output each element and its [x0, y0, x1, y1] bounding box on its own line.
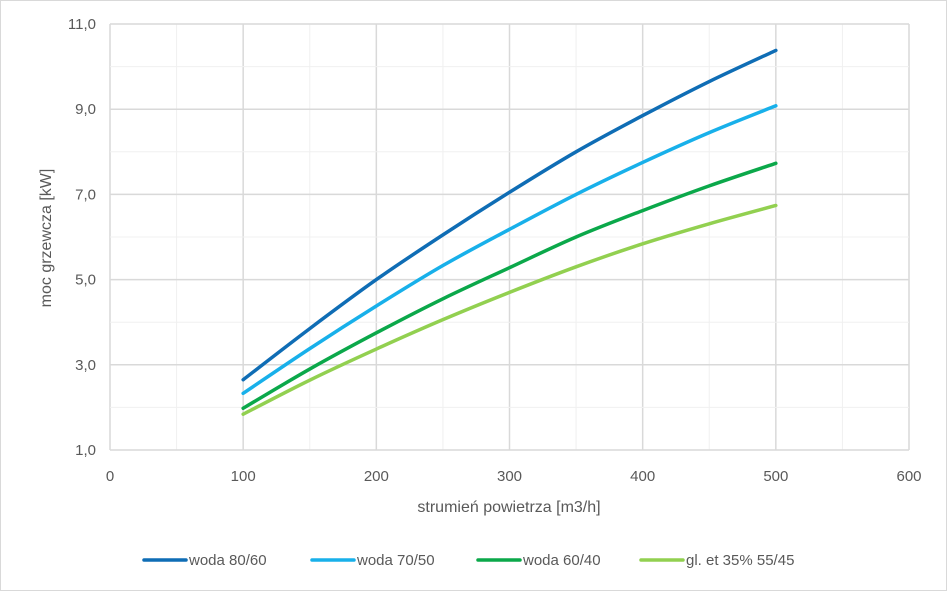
y-tick-label: 11,0: [68, 16, 96, 33]
y-tick-label: 3,0: [75, 357, 96, 374]
series-line-1: [241, 48, 778, 382]
legend-label: gl. et 35% 55/45: [686, 552, 794, 569]
y-tick-label: 9,0: [75, 101, 96, 118]
y-axis-tick-labels: 1,0 3,0 5,0 7,0 9,0 11,0: [68, 16, 96, 459]
y-tick-label: 1,0: [75, 442, 96, 459]
x-tick-label: 0: [106, 468, 114, 485]
y-axis-title: moc grzewcza [kW]: [38, 169, 55, 308]
x-tick-label: 400: [630, 468, 655, 485]
legend-label: woda 70/50: [356, 552, 435, 569]
x-axis-title: strumień powietrza [m3/h]: [417, 499, 600, 516]
x-tick-label: 600: [896, 468, 921, 485]
gridlines: [109, 23, 910, 451]
series-line-4: [241, 203, 778, 416]
x-tick-label: 200: [364, 468, 389, 485]
series-line-2: [241, 104, 778, 396]
series-lines: [241, 48, 778, 416]
legend: woda 80/60 woda 70/50 woda 60/40 gl. et 35%…: [142, 552, 794, 569]
y-tick-label: 7,0: [75, 186, 96, 203]
x-tick-label: 300: [497, 468, 522, 485]
legend-label: woda 60/40: [522, 552, 601, 569]
legend-label: woda 80/60: [188, 552, 267, 569]
series-line-3: [241, 161, 778, 411]
y-tick-label: 5,0: [75, 272, 96, 289]
x-axis-tick-labels: 0 100 200 300 400 500 600: [106, 468, 922, 485]
x-tick-label: 500: [763, 468, 788, 485]
x-tick-label: 100: [231, 468, 256, 485]
